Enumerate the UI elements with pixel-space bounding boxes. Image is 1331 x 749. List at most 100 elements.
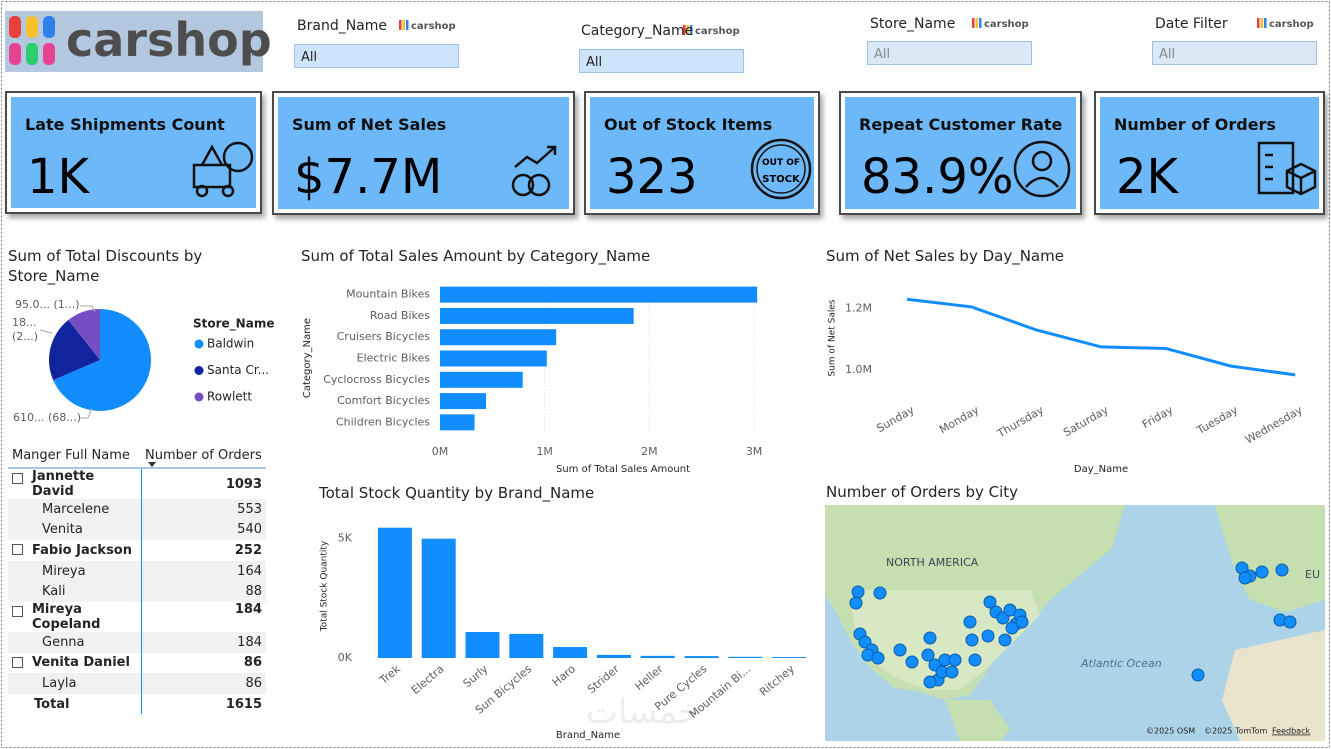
bar	[440, 414, 475, 431]
filter-logo: carshop	[399, 20, 456, 32]
pie-slice	[53, 309, 152, 411]
logo-dot	[972, 18, 975, 28]
bar	[440, 329, 557, 346]
table-cell: Genna	[8, 631, 141, 653]
x-tick-label: Monday	[937, 403, 982, 436]
bar	[684, 656, 719, 658]
table-cell: Kali	[8, 581, 141, 602]
y-tick-label: 0K	[338, 651, 353, 664]
map-feedback[interactable]: Feedback	[1272, 727, 1310, 736]
filter-value: All	[874, 47, 891, 62]
map-attribution: ©2025 OSM	[1146, 727, 1195, 736]
x-tick-label: Electra	[409, 662, 447, 697]
table-row: Layla 86	[8, 673, 266, 694]
table-cell: Jannette David	[8, 468, 141, 499]
expand-toggle[interactable]	[12, 544, 23, 556]
map-label: Atlantic Ocean	[1080, 657, 1162, 670]
filter-logo: carshop	[972, 18, 1029, 30]
kpi-card: Out of Stock Items 323 OUT OF STOCK	[584, 91, 820, 215]
table-row: Jannette David 1093	[8, 468, 266, 499]
table-cell: Manger Full Name	[8, 443, 141, 469]
filter-dropdown[interactable]: All	[579, 49, 744, 73]
kpi-icon	[192, 141, 254, 198]
logo-dot	[690, 25, 693, 35]
map-bubble	[948, 653, 962, 667]
x-tick-label: Thursday	[994, 403, 1046, 441]
map-label: EU	[1305, 568, 1320, 581]
bar	[509, 633, 544, 658]
filter-label: Category_Name	[581, 23, 694, 39]
kpi-icon	[1013, 140, 1071, 198]
table-cell: 1093	[140, 468, 266, 499]
table-cell: 86	[140, 652, 266, 674]
bar	[465, 631, 500, 658]
expand-toggle[interactable]	[12, 605, 23, 617]
map-bubble	[871, 651, 885, 665]
x-tick-label: Tuesday	[1194, 403, 1241, 437]
table-cell: Venita Daniel	[8, 653, 141, 674]
logo-dot	[683, 25, 686, 35]
pie-label: 610... (68...)	[13, 411, 82, 424]
kpi-card: Sum of Net Sales $7.7M	[272, 91, 575, 215]
table-cell: Fabio Jackson	[8, 540, 141, 561]
expand-toggle[interactable]	[12, 473, 23, 484]
bar	[440, 307, 634, 324]
axis-title: Day_Name	[1074, 464, 1128, 475]
filter-dropdown[interactable]: All	[294, 44, 459, 68]
orders-table: Manger Full Name Number of Orders Jannette…	[8, 443, 266, 715]
y-tick-label: 1.2M	[845, 301, 872, 314]
icon-part	[195, 184, 209, 198]
bar	[553, 647, 588, 658]
bar	[596, 654, 631, 658]
table-cell: Layla	[8, 673, 141, 694]
axis-title: Sum of Total Sales Amount	[556, 464, 690, 475]
table-cell: 252	[140, 540, 266, 561]
icon-part	[221, 184, 235, 198]
logo-dot	[1260, 18, 1263, 28]
x-tick-label: Wednesday	[1243, 403, 1305, 446]
x-tick-label: Saturday	[1061, 403, 1111, 439]
table-cell: Mireya Copeland	[8, 602, 141, 632]
x-tick-label: Friday	[1140, 403, 1176, 431]
table-row: Marcelene 553	[8, 499, 266, 520]
leader-line	[80, 305, 96, 313]
filter-logo-text: carshop	[695, 26, 740, 37]
x-tick-label: Heller	[632, 662, 666, 693]
expand-toggle[interactable]	[12, 656, 23, 668]
y-tick-label: Road Bikes	[370, 309, 430, 322]
kpi-value: 2K	[1116, 149, 1179, 205]
x-tick-label: Surly	[461, 662, 491, 690]
map-bubble	[849, 596, 863, 610]
filter-dropdown[interactable]: All	[1152, 41, 1317, 65]
line	[906, 297, 1296, 377]
x-tick-label: Ritchey	[757, 662, 797, 699]
kpi-value: 1K	[27, 149, 90, 205]
filter-value: All	[586, 55, 603, 70]
map-bubble	[923, 631, 937, 645]
table-row: Manger Full Name Number of Orders	[8, 443, 266, 469]
kpi-card: Number of Orders 2K	[1094, 91, 1325, 215]
kpi-title: Late Shipments Count	[25, 115, 225, 134]
bar	[440, 350, 547, 367]
icon-part	[222, 141, 254, 173]
legend-marker	[194, 339, 204, 349]
filter-dropdown[interactable]: All	[867, 41, 1032, 65]
kpi-fill: Sum of Net Sales $7.7M	[278, 97, 569, 209]
icon-text: OUT OF	[762, 158, 800, 168]
icon-part	[750, 138, 812, 200]
x-tick-label: Trek	[376, 662, 403, 687]
map-bubble	[873, 586, 887, 600]
axis-title: Sum of Net Sales	[828, 299, 838, 377]
table-cell: 540	[140, 519, 266, 541]
table-cell: 184	[140, 601, 266, 632]
pie-slice	[48, 320, 100, 381]
map-bubble	[1275, 563, 1289, 577]
watermark: خمسات	[586, 692, 700, 732]
chart-title: Sum of Total Sales Amount by Category_Na…	[301, 247, 651, 265]
table-cell: Marcelene	[8, 499, 141, 520]
table-row: Total 1615	[8, 693, 266, 715]
kpi-icon: OUT OF STOCK	[750, 138, 812, 200]
table-cell: Venita	[8, 519, 141, 541]
